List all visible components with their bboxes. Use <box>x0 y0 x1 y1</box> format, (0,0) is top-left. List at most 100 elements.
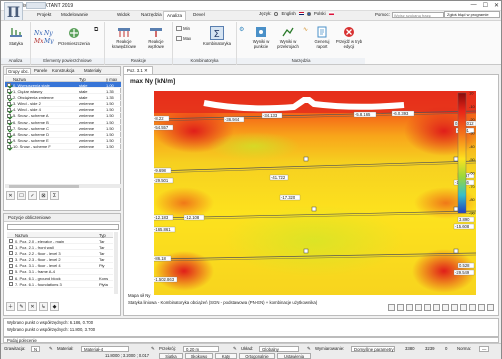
vertical-scrollbar[interactable] <box>114 232 118 294</box>
row-checkbox[interactable] <box>7 144 11 149</box>
tab-narzedzia[interactable]: Narzędzia <box>141 12 162 17</box>
calc-positions-tool-button[interactable]: ✕ <box>28 302 37 311</box>
skokowo-toggle[interactable]: Skokowo <box>185 352 213 359</box>
siatka-toggle[interactable]: Siatka <box>159 352 183 359</box>
tab-widok[interactable]: Widok <box>117 12 130 17</box>
reakcje-wezlowe-button[interactable]: Reakcje węzłowe <box>141 26 171 49</box>
table-row[interactable]: 2. Poz. 2.2 - floor - level 3 Tar <box>7 250 113 257</box>
load-groups-tool-button[interactable]: ☐ <box>17 191 26 200</box>
view-tool-button[interactable] <box>469 304 476 311</box>
table-row[interactable]: 7. Snow - scheme C zmienne 1.50 <box>5 125 121 132</box>
close-button[interactable]: ✕ <box>493 3 499 9</box>
row-checkbox[interactable] <box>9 282 13 287</box>
row-checkbox[interactable] <box>7 132 11 137</box>
report-bug-button[interactable]: Zgłoś błąd w programie <box>444 11 500 18</box>
english-radio[interactable] <box>274 11 279 16</box>
ustawienia-button[interactable]: Ustawienia <box>277 352 311 359</box>
row-checkbox[interactable] <box>7 89 11 94</box>
col-nazwa[interactable]: Nazwa <box>13 76 26 82</box>
max-button[interactable]: Max <box>176 36 198 42</box>
wymiarowanie-field[interactable]: Domyślne parametry <box>351 345 395 352</box>
table-row[interactable]: 6. Poz. 6.1 - ground block Kons <box>7 275 113 282</box>
table-row[interactable]: 0. Wymuszenia stałe stałe 1.00 <box>5 82 121 89</box>
view-tool-button[interactable] <box>397 304 404 311</box>
row-checkbox[interactable] <box>7 95 11 100</box>
wyniki-w-przekrojach-button[interactable]: Wyniki w przekrojach <box>275 26 301 49</box>
row-checkbox[interactable] <box>9 269 13 274</box>
quick-access-toolbar[interactable] <box>26 2 46 9</box>
generuj-raport-button[interactable]: Generuj raport <box>311 26 333 49</box>
row-checkbox[interactable] <box>7 107 11 112</box>
view-tool-button[interactable] <box>442 304 449 311</box>
col-typ[interactable]: Typ <box>99 232 106 238</box>
node-marker[interactable] <box>303 156 309 162</box>
load-groups-tool-button[interactable]: Σ <box>50 191 59 200</box>
table-row[interactable]: 3. Poz. 2.3 - floor - level 2 Tar <box>7 257 113 263</box>
help-search-input[interactable]: Wpisz szukaną frazę <box>391 11 444 18</box>
view-tool-button[interactable] <box>424 304 431 311</box>
view-tool-button[interactable] <box>478 304 485 311</box>
col-typ[interactable]: Typ <box>79 76 86 82</box>
table-row[interactable]: 0. Poz. 2.0 - elevator - main Tar <box>7 238 113 245</box>
calc-positions-tool-button[interactable]: ↳ <box>39 302 48 311</box>
tab-analiza[interactable]: Analiza <box>163 11 187 20</box>
calc-positions-tool-button[interactable]: ＋ <box>6 302 15 311</box>
table-row[interactable]: 5. Snow - scheme A zmienne 1.50 <box>5 113 121 120</box>
table-row[interactable]: 3. Wind - side 2 zmienne 1.50 <box>5 101 121 107</box>
view-tool-button[interactable] <box>406 304 413 311</box>
node-marker[interactable] <box>311 206 317 212</box>
row-checkbox[interactable] <box>7 101 11 106</box>
command-input[interactable]: Podaj polecenie <box>3 337 499 343</box>
tab-projekt[interactable]: Projekt <box>37 12 52 17</box>
calc-positions-tool-button[interactable]: ◆ <box>50 302 59 311</box>
row-checkbox[interactable] <box>9 251 13 256</box>
chart-icon[interactable]: ∿ <box>303 27 309 33</box>
minimize-button[interactable]: — <box>470 2 477 8</box>
node-marker[interactable] <box>453 248 459 254</box>
norma-field[interactable]: — <box>479 345 490 352</box>
nx-ny-button[interactable]: Nx Ny Mx My <box>33 28 55 45</box>
table-row[interactable]: 6. Snow - scheme B zmienne 1.50 <box>5 119 121 126</box>
min-button[interactable]: Min <box>176 26 198 32</box>
wyniki-w-punkcie-button[interactable]: Wyniki w punkcie <box>249 26 273 49</box>
row-checkbox[interactable] <box>7 126 11 131</box>
node-marker[interactable] <box>303 248 309 254</box>
results-viewport[interactable]: max Ny [kN/m] <box>123 74 499 316</box>
table-row[interactable]: 7. Poz. 6.1 - foundations 3 Płyta <box>7 281 113 288</box>
row-checkbox[interactable] <box>9 276 13 281</box>
table-row[interactable]: 2. Obciążenia zmienne stałe 1.35 <box>5 94 121 101</box>
row-checkbox[interactable] <box>7 113 11 118</box>
row-checkbox[interactable] <box>7 120 11 125</box>
load-groups-tool-button[interactable]: ✓ <box>28 191 37 200</box>
load-groups-tool-button[interactable]: ✕ <box>6 191 15 200</box>
row-checkbox[interactable] <box>7 83 11 87</box>
table-row[interactable]: 8. Snow - scheme D zmienne 1.50 <box>5 132 121 138</box>
row-checkbox[interactable] <box>9 239 13 243</box>
copy-icon[interactable]: ⧉ <box>94 27 99 33</box>
katy-toggle[interactable]: Kąty <box>215 352 237 359</box>
horizontal-scrollbar[interactable] <box>5 184 121 188</box>
przekroj-field[interactable]: 0,20 m <box>183 345 219 352</box>
calc-positions-filter[interactable] <box>7 224 119 230</box>
col-nazwa[interactable]: Nazwa <box>15 232 28 238</box>
calc-positions-tool-button[interactable]: ✎ <box>17 302 26 311</box>
tab-grupy-obc[interactable]: Grupy obc. <box>6 68 32 74</box>
maximize-button[interactable]: ☐ <box>482 3 488 9</box>
table-row[interactable]: 1. Ciężar własny stałe 1.35 <box>5 88 121 95</box>
settings-icon[interactable]: ⚙ <box>239 27 245 33</box>
view-tool-button[interactable] <box>415 304 422 311</box>
polski-radio[interactable] <box>306 11 311 16</box>
reakcje-krawedziowe-button[interactable]: Reakcje krawędziowe <box>109 26 139 49</box>
force-map[interactable]: -8.22 -54.557 -9.698 -29.501 -12.183 -16… <box>154 91 476 295</box>
row-checkbox[interactable] <box>7 138 11 143</box>
table-row[interactable]: 4. Wind - side 4 zmienne 1.50 <box>5 107 121 113</box>
table-row[interactable]: 5. Poz. 3.1 - frame A-4 <box>7 269 113 276</box>
view-tool-button[interactable] <box>451 304 458 311</box>
table-row[interactable]: 1. Poz. 2.1 - front wall Tar <box>7 244 113 251</box>
tab-konstrukcja[interactable]: Konstrukcja <box>52 68 75 73</box>
row-checkbox[interactable] <box>9 257 13 262</box>
row-checkbox[interactable] <box>9 263 13 268</box>
ortogonalnie-toggle[interactable]: Ortogonalnie <box>239 352 275 359</box>
uklad-field[interactable]: Globalny <box>259 345 299 352</box>
tab-panele[interactable]: Panele <box>34 68 48 73</box>
